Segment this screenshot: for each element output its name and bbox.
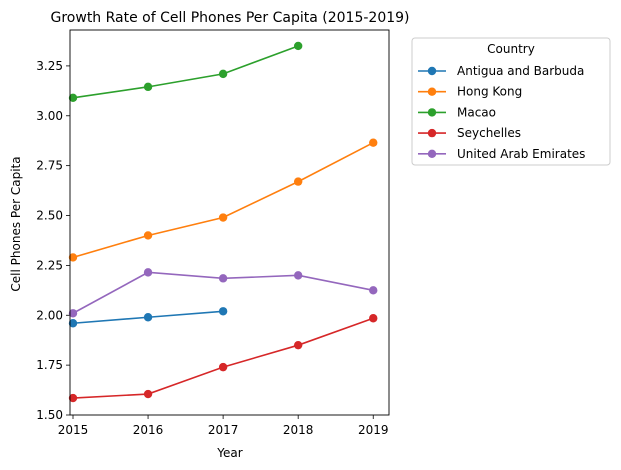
x-tick-label: 2017	[208, 423, 239, 437]
legend-label: Hong Kong	[457, 85, 522, 99]
y-tick-label: 2.25	[36, 258, 63, 272]
y-tick-label: 3.25	[36, 59, 63, 73]
data-point	[218, 213, 228, 222]
legend: Country Antigua and Barbuda Hong Kong Macao…	[411, 37, 611, 166]
data-point	[68, 393, 78, 403]
legend-marker	[427, 108, 437, 117]
data-point	[143, 389, 153, 399]
series-line-2	[72, 45, 299, 99]
data-point	[68, 253, 78, 262]
data-point	[369, 314, 378, 323]
legend-label: Macao	[457, 105, 496, 119]
plot-area: 1.50 1.75 2.00 2.25 2.50 2.75 3.00 3.25 2015 2016…	[36, 29, 390, 437]
y-tick-label: 1.50	[36, 408, 63, 422]
y-tick-label: 2.00	[36, 308, 63, 322]
legend-box	[411, 37, 611, 166]
legend-marker	[427, 128, 437, 138]
data-point	[218, 362, 228, 372]
axes-frame	[69, 29, 390, 416]
x-tick-label: 2015	[58, 423, 89, 437]
data-point	[293, 271, 303, 280]
data-point	[218, 69, 228, 79]
data-point	[143, 313, 153, 322]
x-tick-label: 2018	[283, 423, 314, 437]
legend-label: United Arab Emirates	[457, 147, 585, 161]
series-line-3	[72, 317, 374, 399]
data-point	[293, 340, 303, 350]
y-tick-label: 2.50	[36, 209, 63, 223]
data-point	[369, 138, 378, 147]
legend-label: Seychelles	[457, 126, 521, 140]
legend-label: Antigua and Barbuda	[457, 64, 584, 78]
data-point	[143, 268, 153, 277]
data-point	[218, 274, 228, 283]
data-point	[143, 231, 153, 240]
legend-marker	[427, 149, 437, 158]
y-tick-label: 3.00	[36, 109, 63, 123]
series-line-1	[72, 141, 374, 259]
data-point	[218, 307, 228, 316]
x-axis-label: Year	[216, 446, 242, 460]
y-tick-label: 2.75	[36, 159, 63, 173]
data-point	[143, 82, 153, 92]
x-tick-label: 2019	[358, 423, 389, 437]
data-point	[293, 41, 303, 51]
y-axis-label: Cell Phones Per Capita	[9, 156, 23, 291]
data-point	[293, 177, 303, 186]
data-point	[369, 286, 378, 295]
legend-title: Country	[487, 42, 535, 56]
x-tick-label: 2016	[133, 423, 164, 437]
data-point	[68, 93, 78, 103]
legend-marker	[427, 87, 437, 96]
data-point	[68, 319, 78, 328]
chart-title: Growth Rate of Cell Phones Per Capita (2…	[51, 10, 410, 26]
legend-marker	[427, 66, 437, 76]
y-tick-label: 1.75	[36, 358, 63, 372]
data-point	[68, 309, 78, 318]
